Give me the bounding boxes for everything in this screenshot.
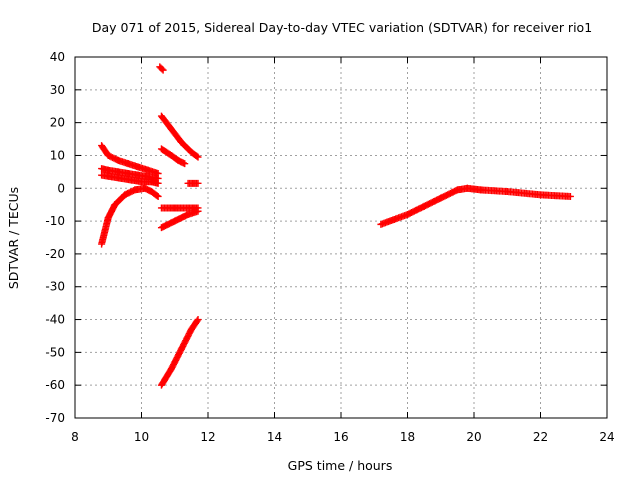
series-arc6 [157,112,202,161]
x-axis: 8 10 12 14 16 18 20 22 24 [71,57,615,444]
data-point [193,152,201,160]
data-point [194,153,202,161]
x-tick-label: 12 [200,430,215,444]
data-point [159,66,167,74]
series-arc10 [157,207,202,232]
plot-frame [74,56,608,419]
x-axis-label: GPS time / hours [288,458,393,473]
data-point [194,207,202,215]
y-tick-label: 20 [50,116,65,130]
data-point [181,160,189,168]
series-arc4 [98,184,162,248]
x-tick-label: 22 [533,430,548,444]
series-arc11 [157,316,202,389]
y-tick-label: -20 [45,247,65,261]
y-axis-label: SDTVAR / TECUs [6,187,21,289]
x-tick-label: 18 [400,430,415,444]
x-tick-label: 20 [466,430,481,444]
data-point [194,179,202,187]
y-tick-label: -50 [45,345,65,359]
y-tick-label: -30 [45,280,65,294]
data-point [158,65,166,73]
x-tick-label: 16 [333,430,348,444]
series-arc3 [98,171,162,187]
series-arc2 [98,165,162,182]
y-tick-label: 0 [57,181,65,195]
y-tick-label: 10 [50,148,65,162]
x-tick-label: 24 [599,430,614,444]
data-point [566,192,574,200]
y-axis: 40 30 20 10 0 -10 -20 -30 -40 -50 -60 -70 [45,50,607,425]
grid-lines [75,57,607,418]
data-point [193,317,201,325]
x-tick-label: 8 [71,430,79,444]
y-tick-label: -10 [45,214,65,228]
x-tick-label: 10 [134,430,149,444]
series-arc8 [184,179,202,187]
y-tick-label: 30 [50,83,65,97]
y-tick-label: -70 [45,411,65,425]
y-tick-label: 40 [50,50,65,64]
series-arc12 [377,184,574,228]
data-point [154,192,162,200]
series-arc7 [157,145,189,168]
series-arc1 [98,142,162,178]
series-arc5 [156,63,167,74]
data-points [98,63,574,389]
data-point [154,179,162,187]
y-tick-label: -40 [45,313,65,327]
chart-title: Day 071 of 2015, Sidereal Day-to-day VTE… [92,20,592,35]
x-tick-label: 14 [267,430,282,444]
y-tick-label: -60 [45,378,65,392]
data-point [153,192,161,200]
data-point [194,316,202,324]
